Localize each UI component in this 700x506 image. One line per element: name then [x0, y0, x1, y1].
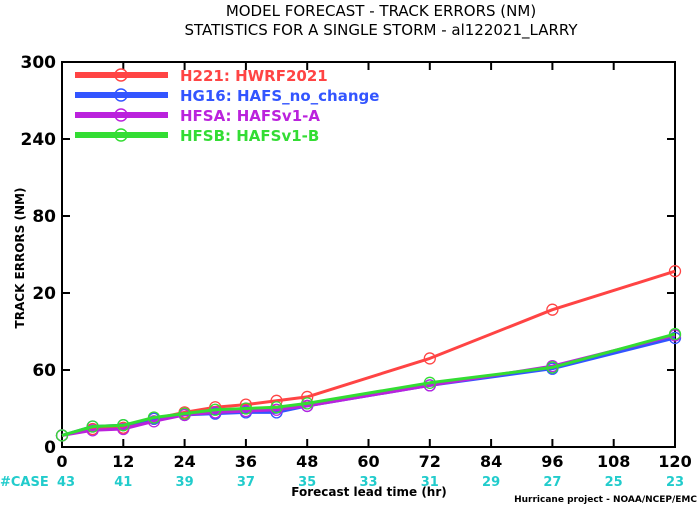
y-tick-label: 240 [21, 130, 57, 150]
case-count: 25 [605, 475, 623, 490]
data-point [86, 424, 99, 437]
x-tick-label: 12 [112, 452, 134, 471]
case-count: 35 [298, 475, 316, 490]
data-point [239, 402, 253, 415]
data-point [147, 411, 161, 424]
data-point [423, 376, 436, 389]
chart-title: MODEL FORECAST - TRACK ERRORS (NM) [226, 2, 536, 20]
legend-label: HG16: HAFS_no_change [180, 87, 379, 105]
data-point [546, 303, 559, 316]
x-tick-label: 48 [296, 452, 318, 471]
x-tick-label: 36 [235, 452, 257, 471]
data-point [147, 415, 161, 428]
x-tick-label: 96 [541, 452, 563, 471]
plot-area: 0 60 20 80 240 300 0 12 24 36 48 60 72 84 96 108 120 [21, 53, 692, 471]
series-line [61, 333, 676, 437]
legend-entry: HG16: HAFS_no_change [75, 87, 379, 105]
legend-entry: HFSA: HAFSv1-A [75, 107, 320, 125]
y-tick-label: 20 [32, 284, 56, 304]
x-tick-label: 120 [658, 452, 691, 471]
case-count: 29 [482, 475, 500, 490]
legend-entry: H221: HWRF2021 [75, 67, 328, 85]
data-point [270, 401, 283, 414]
data-point [55, 429, 69, 442]
chart-subtitle: STATISTICS FOR A SINGLE STORM - al122021… [184, 21, 578, 40]
data-point [668, 327, 682, 341]
legend-marker [114, 88, 128, 102]
plot-frame [61, 61, 676, 448]
case-counts: 43 41 39 37 35 33 31 29 27 25 23 [57, 475, 684, 490]
x-tick-label: 24 [173, 452, 195, 471]
case-count: 33 [359, 475, 377, 490]
legend-marker [114, 108, 128, 122]
legend-entry: HFSB: HAFSv1-B [75, 127, 319, 145]
y-tick-label: 0 [44, 438, 56, 458]
case-count: 31 [421, 475, 439, 490]
case-count: 23 [666, 475, 684, 490]
data-point [178, 407, 191, 420]
data-point [301, 397, 314, 410]
series-2 [55, 329, 682, 442]
data-point [86, 420, 99, 433]
x-tick-label: 72 [419, 452, 441, 471]
x-tick-label: 84 [480, 452, 502, 471]
legend-marker [114, 128, 128, 142]
case-count: 37 [237, 475, 255, 490]
data-point [668, 265, 682, 278]
series-3 [55, 327, 682, 442]
legend-label: H221: HWRF2021 [180, 67, 328, 85]
data-point [546, 361, 559, 374]
legend-marker [114, 68, 128, 82]
x-tick-label: 108 [597, 452, 630, 471]
credit-text: Hurricane project - NOAA/NCEP/EMC [514, 495, 697, 505]
case-count: 39 [176, 475, 194, 490]
y-tick-label: 80 [32, 207, 56, 227]
series-line [61, 269, 676, 437]
data-point [423, 352, 436, 365]
y-tick-label: 300 [21, 53, 57, 73]
legend-label: HFSB: HAFSv1-B [180, 127, 319, 145]
case-label: #CASE [0, 475, 49, 490]
y-tick-label: 60 [32, 361, 56, 381]
case-count: 43 [57, 475, 75, 490]
x-tick-label: 0 [56, 452, 67, 471]
case-count: 27 [543, 475, 561, 490]
case-count: 41 [114, 475, 132, 490]
y-axis-label: TRACK ERRORS (NM) [13, 188, 27, 329]
data-point [209, 403, 222, 416]
legend: H221: HWRF2021 HG16: HAFS_no_change HFSA: … [75, 67, 379, 145]
data-point [117, 422, 130, 436]
x-axis-label: Forecast lead time (hr) [291, 485, 447, 499]
data-point [117, 419, 130, 432]
x-tick-label: 60 [357, 452, 379, 471]
legend-label: HFSA: HAFSv1-A [180, 107, 320, 125]
